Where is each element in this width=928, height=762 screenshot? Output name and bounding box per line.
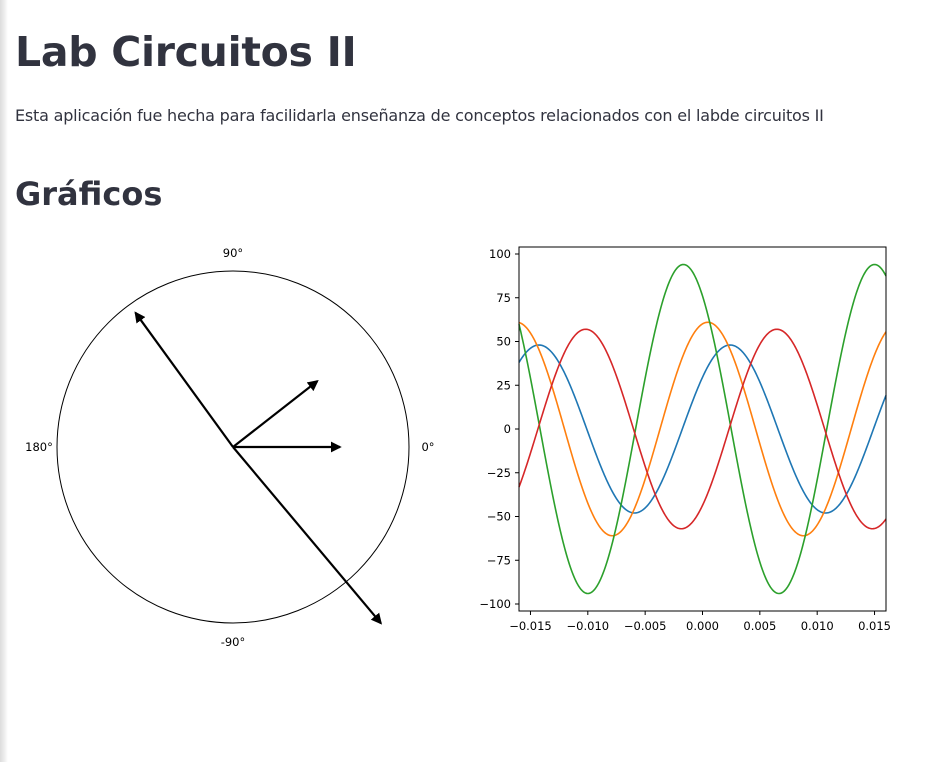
y-tick-label: −50	[487, 510, 511, 524]
y-tick-label: 50	[496, 335, 511, 349]
section-heading: Gráficos	[15, 175, 163, 213]
y-tick-label: 75	[496, 291, 511, 305]
phasor-arrow-3	[134, 311, 234, 448]
y-tick-label: 25	[496, 378, 511, 392]
x-tick-label: 0.000	[686, 619, 719, 633]
phasor-arrow-2	[232, 380, 319, 448]
page-description: Esta aplicación fue hecha para facilidar…	[15, 106, 824, 125]
plot-frame	[518, 246, 887, 612]
sidebar-edge-shadow	[0, 0, 8, 762]
x-tick-label: 0.005	[743, 619, 776, 633]
x-axis-ticks: −0.015 −0.010 −0.005 0.000 0.005 0.010 0.015	[509, 611, 891, 633]
x-tick-label: 0.010	[801, 619, 834, 633]
angle-label-minus-90: -90°	[221, 635, 246, 649]
line-series-3	[518, 263, 887, 595]
y-axis-ticks: 100 75 50 25 0 −25 −50 −75 −100	[479, 247, 519, 611]
line-series-2	[518, 321, 887, 537]
x-tick-label: −0.015	[509, 619, 552, 633]
line-series-4	[518, 328, 887, 530]
y-tick-label: 0	[504, 422, 511, 436]
y-tick-label: −75	[487, 553, 511, 567]
phasor-arrows	[134, 311, 383, 625]
page-title: Lab Circuitos II	[15, 28, 357, 76]
phasor-arrow-4	[232, 446, 383, 625]
line-series-1	[518, 344, 887, 514]
line-series-group	[518, 263, 887, 595]
y-tick-label: −100	[479, 597, 511, 611]
angle-label-0: 0°	[421, 440, 434, 454]
y-tick-label: 100	[489, 247, 511, 261]
x-tick-label: 0.015	[858, 619, 891, 633]
angle-label-90: 90°	[223, 246, 243, 260]
x-tick-label: −0.010	[567, 619, 610, 633]
phasor-chart: 90° 180° 0° -90°	[25, 246, 434, 649]
y-tick-label: −25	[487, 466, 511, 480]
polar-circle	[56, 270, 410, 624]
angle-label-180: 180°	[25, 440, 53, 454]
x-tick-label: −0.005	[624, 619, 667, 633]
